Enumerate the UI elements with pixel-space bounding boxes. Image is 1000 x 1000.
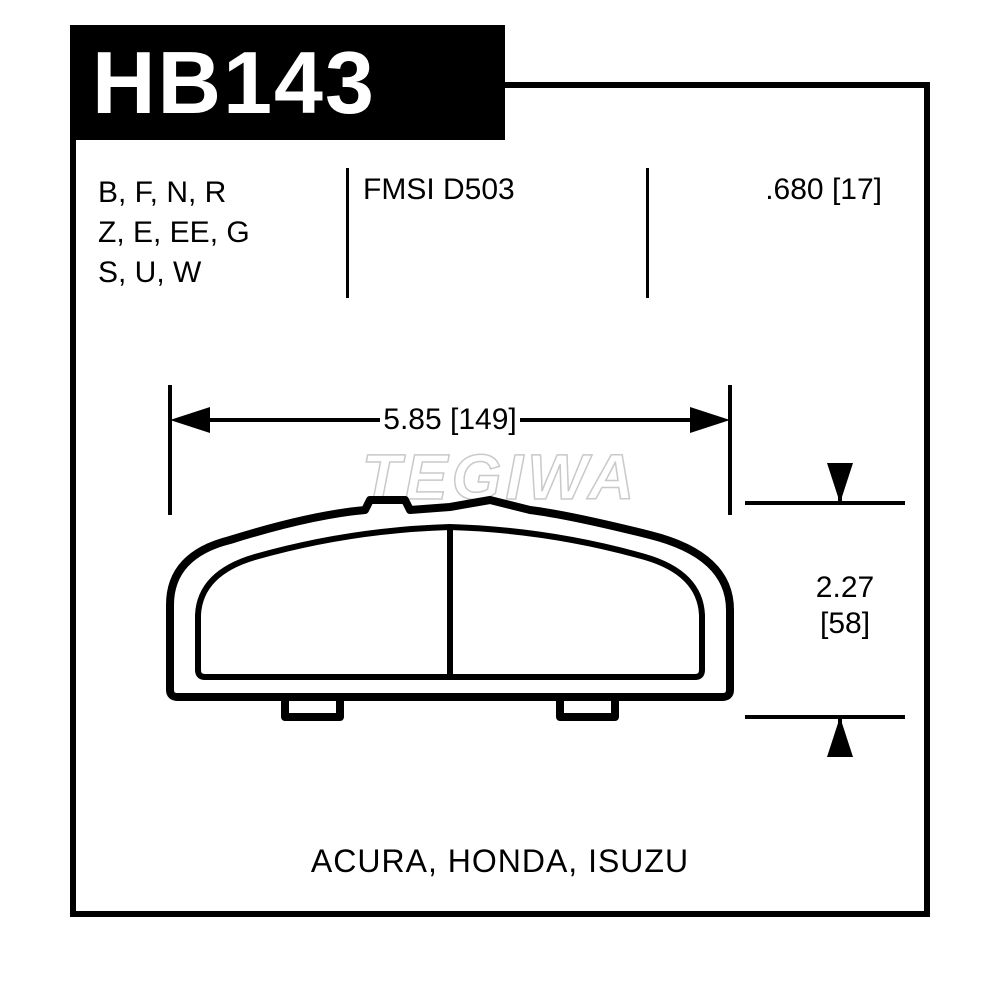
brake-pad-shape [170, 500, 730, 717]
dimension-diagram: TEGIWA [70, 325, 930, 785]
diagram-svg [70, 325, 930, 785]
compounds-line-2: Z, E, EE, G [98, 213, 250, 253]
separator-1 [346, 168, 349, 298]
width-mm: 149 [458, 403, 508, 436]
height-label: 2.27 [58] [800, 570, 890, 642]
thickness-in: .680 [765, 173, 823, 206]
separator-2 [646, 168, 649, 298]
spec-card: HB143 B, F, N, R Z, E, EE, G S, U, W FMS… [70, 25, 930, 975]
width-in: 5.85 [383, 403, 441, 436]
vehicle-makes: ACURA, HONDA, ISUZU [70, 843, 930, 880]
fmsi-code: FMSI D503 [363, 173, 515, 207]
height-in: 2.27 [816, 571, 874, 604]
height-mm: 58 [828, 607, 861, 640]
thickness-spec: .680 [17] [765, 173, 882, 207]
compounds-line-1: B, F, N, R [98, 173, 250, 213]
width-label: 5.85 [149] [380, 403, 520, 437]
info-row: B, F, N, R Z, E, EE, G S, U, W FMSI D503… [98, 173, 902, 303]
compound-codes: B, F, N, R Z, E, EE, G S, U, W [98, 173, 250, 293]
thickness-mm: 17 [840, 173, 873, 206]
card-border-top [505, 82, 930, 88]
compounds-line-3: S, U, W [98, 253, 250, 293]
